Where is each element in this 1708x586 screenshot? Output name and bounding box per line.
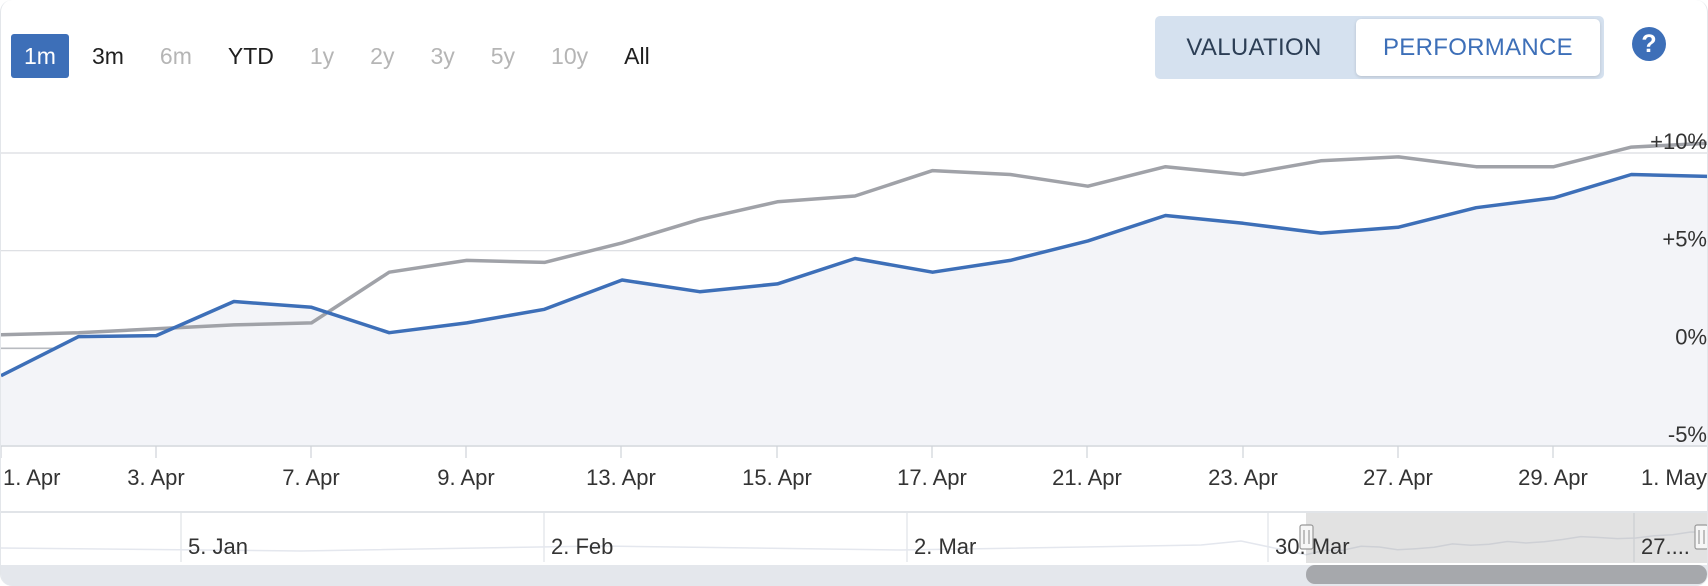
range-button-all[interactable]: All (624, 43, 650, 69)
range-button-5y: 5y (490, 43, 516, 69)
x-tick-label: 3. Apr (127, 465, 184, 490)
range-button-1m[interactable]: 1m (11, 34, 69, 78)
x-tick-label: 7. Apr (282, 465, 339, 490)
x-tick-label: 17. Apr (897, 465, 967, 490)
x-tick-label: 21. Apr (1052, 465, 1122, 490)
y-axis-labels: +10% +5% 0% -5% (1650, 129, 1707, 447)
y-tick-label: -5% (1668, 422, 1707, 447)
y-tick-label: 0% (1675, 324, 1707, 349)
range-button-3y: 3y (430, 43, 455, 69)
range-button-2y: 2y (370, 43, 395, 69)
navigator-label: 2. Feb (551, 534, 613, 559)
x-tick-label: 27. Apr (1363, 465, 1433, 490)
comparison-series-line[interactable] (1, 141, 1708, 337)
valuation-tab[interactable]: VALUATION (1186, 34, 1322, 61)
navigator-label: 27.... (1641, 534, 1690, 559)
scrollbar-thumb[interactable] (1306, 565, 1707, 584)
scrollbar-track[interactable] (1, 565, 1708, 586)
range-selector: 1m 3m 6m YTD 1y 2y 3y 5y 10y All (11, 34, 673, 78)
navigator-right-handle[interactable] (1694, 524, 1708, 550)
navigator-mini-series (1, 531, 1707, 556)
range-button-6m: 6m (159, 43, 192, 69)
range-button-ytd[interactable]: YTD (227, 43, 274, 69)
x-tick-label: 9. Apr (437, 465, 494, 490)
x-axis: 1. Apr 3. Apr 7. Apr 9. Apr 13. Apr 15. Apr 17… (1, 445, 1707, 490)
view-toggle: VALUATION PERFORMANCE (1155, 16, 1604, 79)
x-tick-label: 29. Apr (1518, 465, 1588, 490)
x-tick-label: 1. May (1641, 465, 1707, 490)
primary-series-area (1, 174, 1707, 446)
range-navigator: 5. Jan 2. Feb 2. Mar 30. Mar 27.... (1, 511, 1708, 586)
navigator-label: 2. Mar (914, 534, 976, 559)
navigator-label: 5. Jan (188, 534, 248, 559)
performance-tab[interactable]: PERFORMANCE (1356, 19, 1600, 76)
x-tick-label: 13. Apr (586, 465, 656, 490)
primary-series-line[interactable] (1, 172, 1708, 378)
navigator-selected-range[interactable] (1306, 513, 1708, 563)
navigator-left-handle[interactable] (1299, 524, 1314, 550)
x-tick-label: 1. Apr (3, 465, 60, 490)
y-tick-label: +5% (1662, 227, 1707, 252)
range-button-3m[interactable]: 3m (91, 43, 124, 69)
x-tick-label: 15. Apr (742, 465, 812, 490)
range-button-1y: 1y (309, 43, 335, 69)
x-tick-label: 23. Apr (1208, 465, 1278, 490)
y-tick-label: +10% (1650, 129, 1707, 154)
help-icon[interactable]: ? (1632, 27, 1666, 61)
range-button-10y: 10y (551, 43, 589, 69)
